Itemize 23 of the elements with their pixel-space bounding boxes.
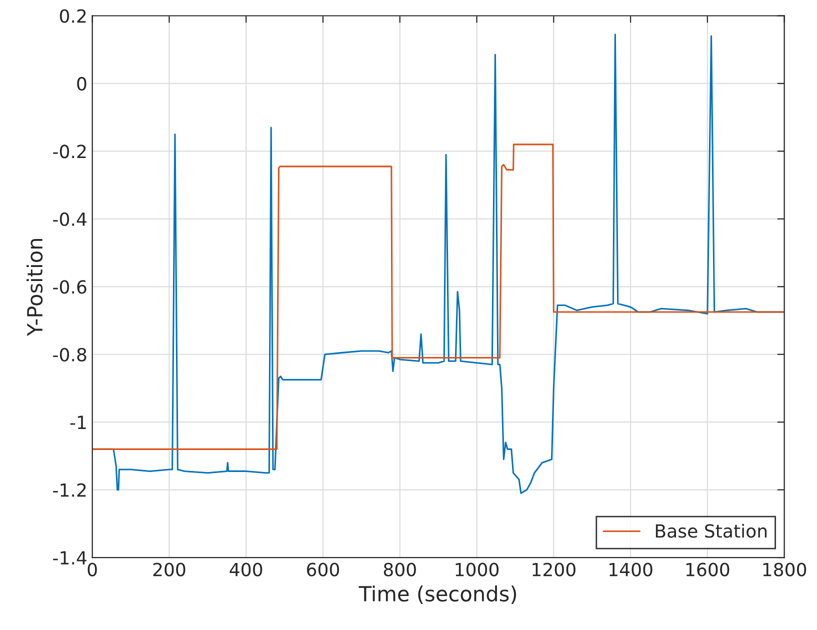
x-tick-label: 1400 xyxy=(610,562,652,576)
legend-label: Base Station xyxy=(656,524,767,538)
y-tick-label: -0.4 xyxy=(53,212,86,226)
y-tick-label: -1.2 xyxy=(53,483,86,497)
y-tick-label: -0.2 xyxy=(53,144,86,158)
y-axis-title: Y-Position xyxy=(26,238,43,336)
x-tick-label: 200 xyxy=(153,562,186,576)
x-tick-label: 1800 xyxy=(763,562,806,576)
x-tick-label: 600 xyxy=(307,562,340,576)
x-tick-label: 0 xyxy=(88,562,97,576)
x-tick-label: 400 xyxy=(230,562,262,576)
x-tick-label: 800 xyxy=(384,562,416,576)
y-tick-label: -1.4 xyxy=(53,551,86,564)
y-tick-label: -1 xyxy=(70,416,86,429)
line-series xyxy=(92,144,784,450)
x-tick-label: 1200 xyxy=(532,562,576,576)
y-tick-label: 0 xyxy=(77,76,86,91)
x-axis-title: Time (seconds) xyxy=(358,585,516,604)
y-tick-label: -0.6 xyxy=(53,280,86,294)
x-tick-label: 1000 xyxy=(456,562,499,576)
y-tick-label: -0.8 xyxy=(53,348,86,362)
x-tick-label: 1600 xyxy=(686,562,730,576)
y-tick-label: 0.2 xyxy=(60,9,86,23)
